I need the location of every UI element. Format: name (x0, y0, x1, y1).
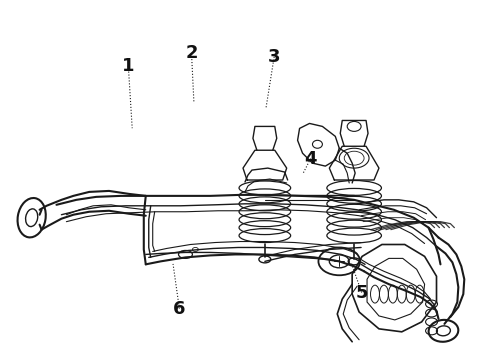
Text: 2: 2 (185, 44, 198, 62)
Text: 6: 6 (173, 300, 186, 318)
Text: 3: 3 (268, 48, 280, 66)
Text: 5: 5 (355, 284, 368, 302)
Text: 1: 1 (122, 57, 135, 75)
Text: 4: 4 (304, 149, 317, 167)
